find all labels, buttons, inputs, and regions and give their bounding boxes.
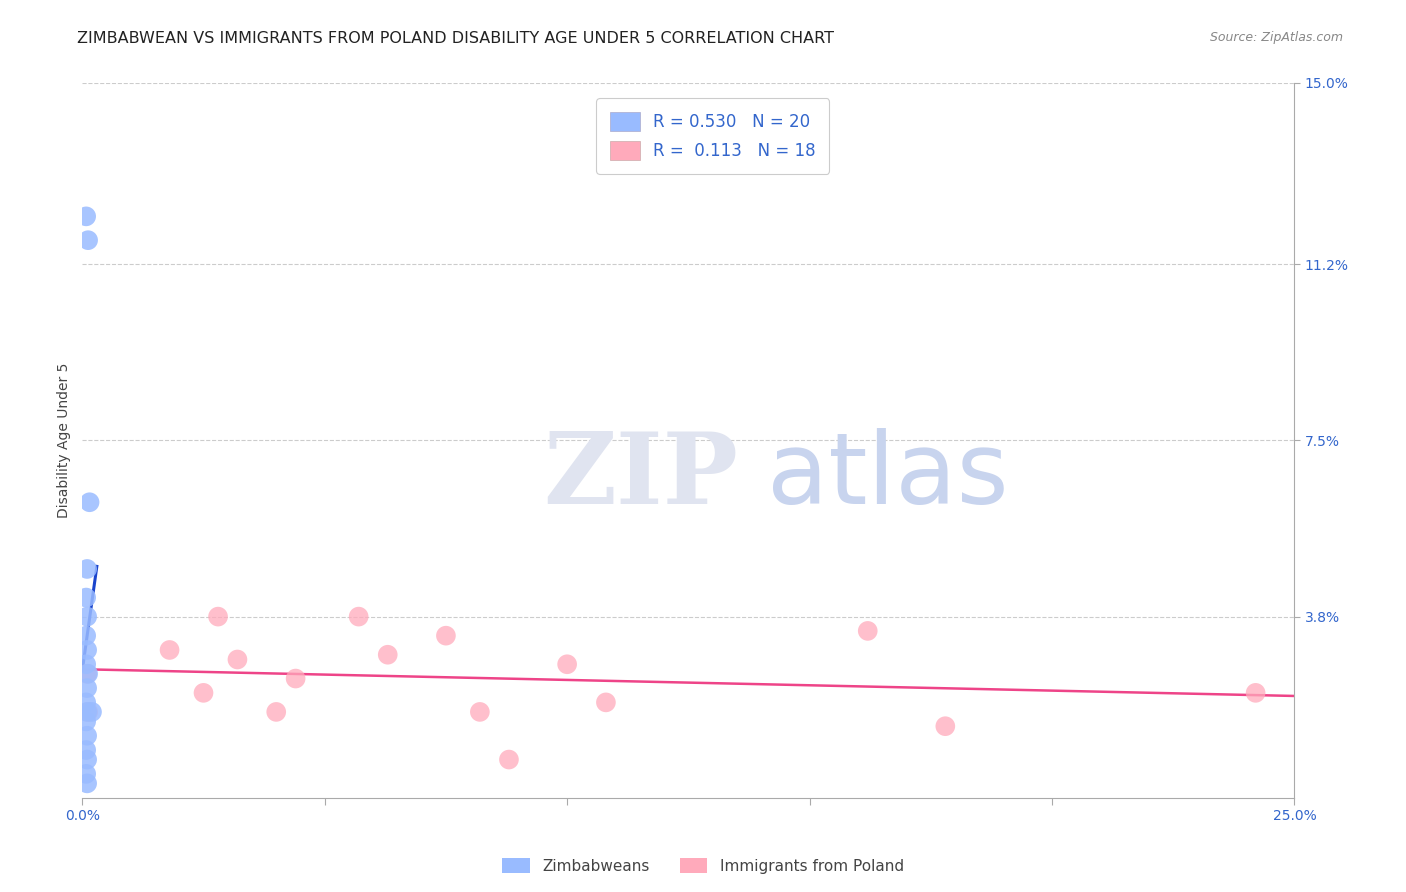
- Point: [76, 753, 98, 767]
- Point: [226, 652, 249, 666]
- Y-axis label: Disability Age Under 5: Disability Age Under 5: [58, 363, 72, 518]
- Point: [77, 233, 100, 247]
- Point: [498, 753, 520, 767]
- Point: [75, 210, 97, 224]
- Point: [284, 672, 307, 686]
- Point: [75, 591, 97, 605]
- Point: [76, 643, 98, 657]
- Point: [555, 657, 578, 672]
- Point: [193, 686, 215, 700]
- Point: [76, 666, 98, 681]
- Text: ZIMBABWEAN VS IMMIGRANTS FROM POLAND DISABILITY AGE UNDER 5 CORRELATION CHART: ZIMBABWEAN VS IMMIGRANTS FROM POLAND DIS…: [77, 31, 834, 46]
- Point: [595, 695, 617, 709]
- Point: [76, 562, 98, 576]
- Point: [75, 714, 97, 729]
- Point: [76, 609, 98, 624]
- Point: [75, 695, 97, 709]
- Text: Source: ZipAtlas.com: Source: ZipAtlas.com: [1209, 31, 1343, 45]
- Point: [377, 648, 399, 662]
- Point: [856, 624, 879, 638]
- Text: ZIP: ZIP: [543, 427, 738, 524]
- Point: [75, 767, 97, 781]
- Point: [75, 657, 97, 672]
- Point: [80, 705, 103, 719]
- Point: [76, 681, 98, 695]
- Point: [76, 729, 98, 743]
- Point: [347, 609, 370, 624]
- Point: [1244, 686, 1267, 700]
- Legend: Zimbabweans, Immigrants from Poland: Zimbabweans, Immigrants from Poland: [496, 852, 910, 880]
- Point: [159, 643, 181, 657]
- Point: [75, 629, 97, 643]
- Point: [934, 719, 956, 733]
- Point: [77, 705, 100, 719]
- Point: [77, 666, 100, 681]
- Point: [79, 495, 101, 509]
- Point: [207, 609, 229, 624]
- Point: [76, 705, 98, 719]
- Point: [75, 743, 97, 757]
- Point: [468, 705, 491, 719]
- Legend: R = 0.530   N = 20, R =  0.113   N = 18: R = 0.530 N = 20, R = 0.113 N = 18: [596, 98, 830, 174]
- Point: [264, 705, 287, 719]
- Point: [434, 629, 457, 643]
- Text: atlas: atlas: [768, 427, 1008, 524]
- Point: [76, 776, 98, 790]
